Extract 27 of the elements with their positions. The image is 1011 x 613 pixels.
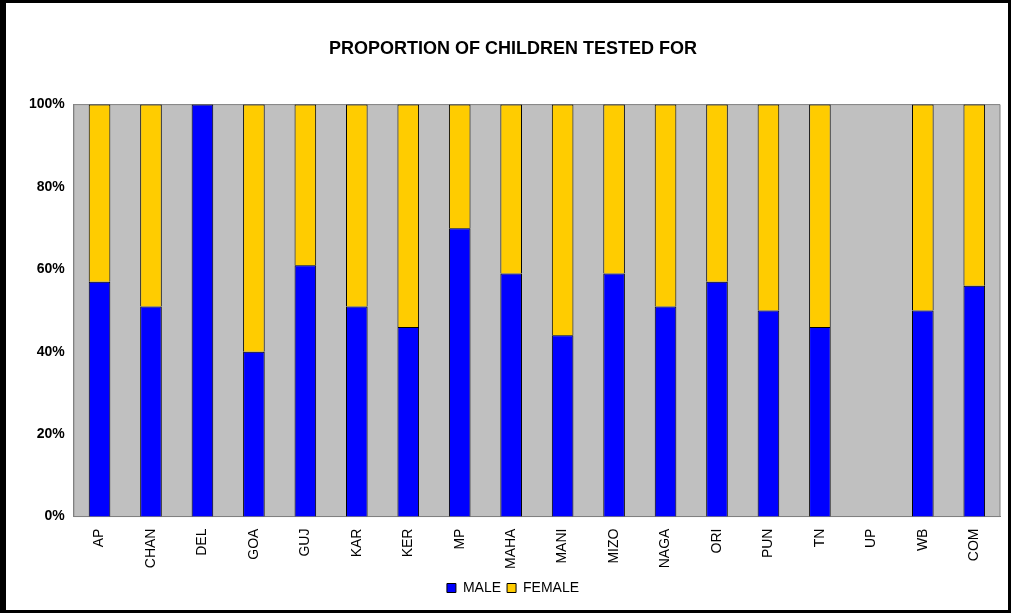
chart-title: PROPORTION OF CHILDREN TESTED FOR <box>328 37 698 58</box>
x-tick-label: DEL <box>193 528 210 556</box>
y-tick-label: 60% <box>36 260 66 277</box>
x-tick-label: CHAN <box>141 528 158 569</box>
y-tick-label: 100% <box>28 95 66 112</box>
x-tick-label: KAR <box>347 528 364 558</box>
x-tick-label: MP <box>450 528 467 550</box>
y-tick-label: 20% <box>36 425 66 442</box>
legend-label: FEMALE <box>523 578 580 595</box>
x-tick-label: GUJ <box>296 528 313 557</box>
x-tick-label: MANI <box>553 528 570 564</box>
legend-label: MALE <box>462 578 502 595</box>
x-tick-label: PUN <box>759 528 776 559</box>
y-tick-label: 80% <box>36 177 66 194</box>
x-tick-label: MAHA <box>502 527 519 569</box>
x-tick-label: MIZO <box>604 528 621 564</box>
x-tick-label: GOA <box>244 527 261 560</box>
x-tick-label: WB <box>913 528 930 552</box>
y-tick-label: 0% <box>44 507 66 524</box>
x-tick-label: TN <box>810 528 827 548</box>
y-tick-label: 40% <box>36 342 66 359</box>
x-tick-label: KER <box>399 528 416 558</box>
x-tick-label: ORI <box>707 528 724 554</box>
x-tick-label: NAGA <box>656 527 673 569</box>
x-tick-label: UP <box>862 528 879 548</box>
x-tick-label: AP <box>90 528 107 548</box>
x-tick-label: COM <box>965 528 982 562</box>
